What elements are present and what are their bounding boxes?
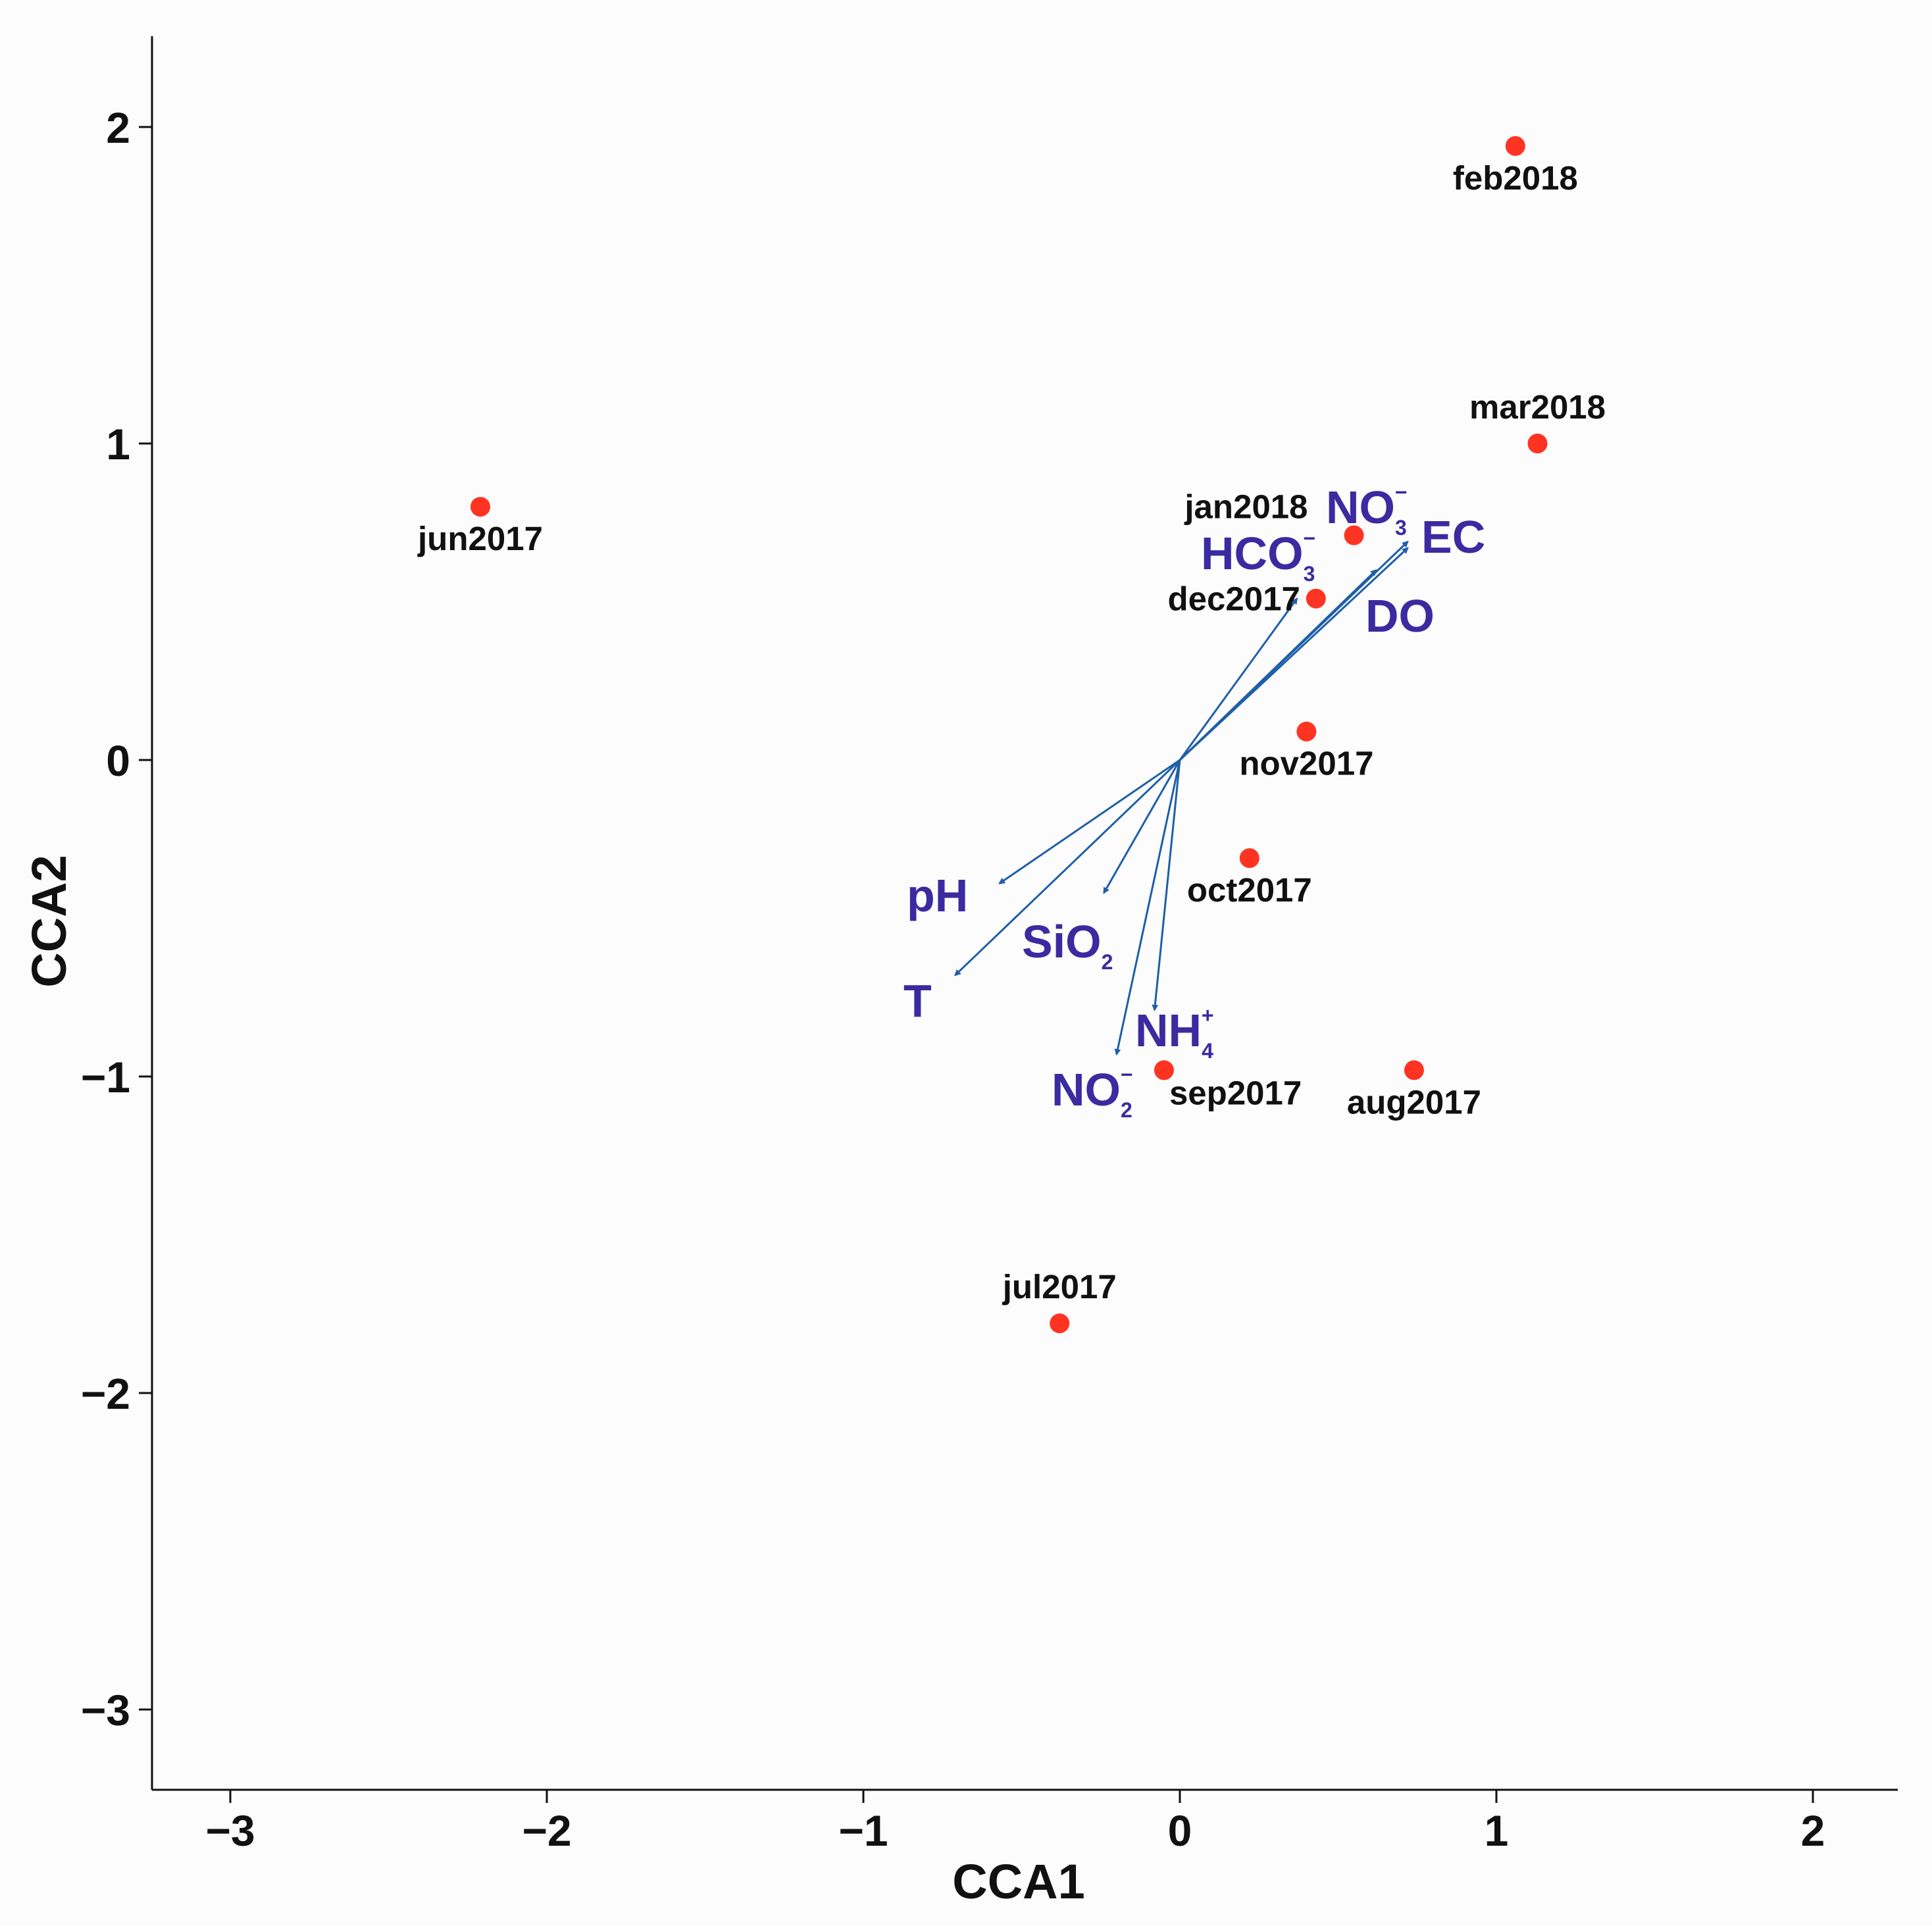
point-label-jun2017: jun2017 (417, 520, 543, 557)
y-ticks: 2 1 0 −1 −2 −3 (81, 103, 152, 1735)
vector-arrow-nh4 (1152, 759, 1181, 1011)
vector-label-hco3: HCO3− (1201, 526, 1315, 586)
vector-label-t: T (903, 975, 932, 1026)
point-label-jan2018: jan2018 (1184, 488, 1308, 525)
point-jan2018 (1344, 525, 1364, 545)
point-label-nov2017: nov2017 (1239, 745, 1373, 782)
vector-arrow-ph (998, 759, 1181, 884)
point-label-jul2017: jul2017 (1002, 1268, 1117, 1305)
point-feb2018 (1505, 136, 1525, 156)
point-label-feb2018: feb2018 (1453, 159, 1578, 197)
point-label-sep2017: sep2017 (1169, 1074, 1302, 1111)
point-aug2017 (1404, 1060, 1424, 1080)
vector-label-no3: NO3− (1326, 480, 1407, 540)
vector-label-ec: EC (1421, 511, 1485, 563)
sample-points: feb2018 mar2018 jun2017 jan2018 dec2017 nov20… (417, 136, 1606, 1334)
vector-arrow-sio2 (1103, 759, 1181, 894)
point-jun2017 (470, 497, 490, 517)
point-label-dec2017: dec2017 (1167, 580, 1300, 618)
vector-arrow-do (1179, 569, 1377, 761)
vector-arrow-no2 (1114, 759, 1181, 1056)
point-oct2017 (1239, 848, 1259, 869)
vector-label-no2: NO2− (1052, 1063, 1132, 1122)
axes (151, 36, 1898, 1791)
point-mar2018 (1527, 434, 1548, 453)
y-tick-label: −3 (81, 1686, 130, 1735)
y-tick-label: 0 (106, 736, 130, 785)
point-jul2017 (1050, 1313, 1070, 1334)
x-tick-label: −3 (205, 1806, 255, 1855)
x-tick-label: −2 (522, 1806, 571, 1855)
x-tick-label: 0 (1168, 1806, 1192, 1855)
x-ticks: −3 −2 −1 0 1 2 (205, 1790, 1825, 1855)
point-label-mar2018: mar2018 (1469, 388, 1606, 426)
point-sep2017 (1154, 1060, 1174, 1080)
y-tick-label: 2 (106, 103, 130, 152)
y-axis-title: CCA2 (22, 855, 76, 987)
vector-label-ph: pH (907, 870, 968, 921)
x-tick-label: −1 (838, 1806, 888, 1855)
vector-label-nh4: NH4+ (1135, 1003, 1214, 1063)
environmental-vectors: NO3− EC HCO3− DO pH SiO2 T NH4+NO2− (903, 480, 1485, 1122)
vector-arrow-t (954, 759, 1181, 976)
y-tick-label: −1 (81, 1053, 130, 1102)
y-tick-label: 1 (106, 420, 130, 469)
vector-arrow-ec (1179, 547, 1409, 761)
x-axis-title: CCA1 (952, 1854, 1084, 1909)
point-dec2017 (1306, 588, 1326, 609)
y-tick-label: −2 (81, 1369, 130, 1418)
point-label-oct2017: oct2017 (1187, 871, 1312, 909)
point-nov2017 (1296, 721, 1317, 742)
x-tick-label: 1 (1485, 1806, 1509, 1855)
vector-arrow-hco3 (1179, 597, 1298, 761)
x-tick-label: 2 (1801, 1806, 1825, 1855)
vector-label-do: DO (1365, 590, 1435, 642)
point-label-aug2017: aug2017 (1347, 1083, 1481, 1121)
vector-label-sio2: SiO2 (1022, 916, 1113, 974)
